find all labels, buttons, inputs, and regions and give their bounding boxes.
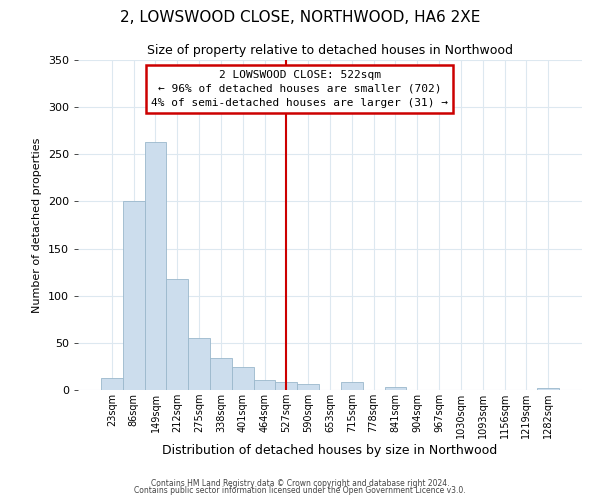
Text: 2, LOWSWOOD CLOSE, NORTHWOOD, HA6 2XE: 2, LOWSWOOD CLOSE, NORTHWOOD, HA6 2XE: [120, 10, 480, 25]
X-axis label: Distribution of detached houses by size in Northwood: Distribution of detached houses by size …: [163, 444, 497, 457]
Bar: [101, 378, 123, 390]
Bar: [232, 368, 254, 390]
Bar: [188, 338, 210, 390]
Bar: [275, 382, 297, 390]
Bar: [145, 142, 166, 390]
Bar: [123, 202, 145, 390]
Bar: [341, 382, 363, 390]
Text: Contains public sector information licensed under the Open Government Licence v3: Contains public sector information licen…: [134, 486, 466, 495]
Title: Size of property relative to detached houses in Northwood: Size of property relative to detached ho…: [147, 44, 513, 58]
Text: 2 LOWSWOOD CLOSE: 522sqm
← 96% of detached houses are smaller (702)
4% of semi-d: 2 LOWSWOOD CLOSE: 522sqm ← 96% of detach…: [151, 70, 448, 108]
Bar: [537, 388, 559, 390]
Bar: [210, 358, 232, 390]
Bar: [254, 380, 275, 390]
Bar: [385, 387, 406, 390]
Bar: [297, 384, 319, 390]
Y-axis label: Number of detached properties: Number of detached properties: [32, 138, 42, 312]
Text: Contains HM Land Registry data © Crown copyright and database right 2024.: Contains HM Land Registry data © Crown c…: [151, 478, 449, 488]
Bar: [166, 278, 188, 390]
